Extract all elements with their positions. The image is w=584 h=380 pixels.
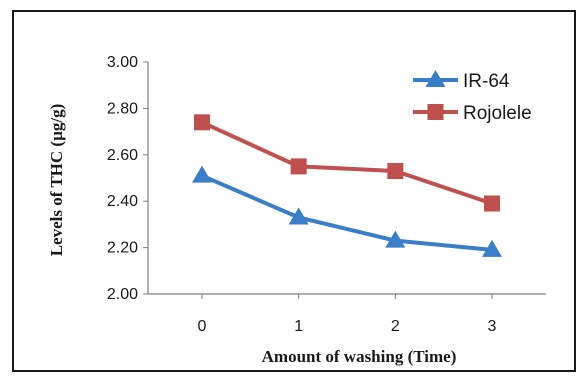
legend-marker-square (427, 104, 444, 120)
data-point-triangle (482, 239, 502, 257)
legend-marker-triangle (425, 70, 446, 87)
y-tick-label: 2.80 (107, 100, 138, 117)
data-point-triangle (192, 165, 212, 183)
y-tick-label: 2.60 (107, 147, 138, 164)
series-line (201, 120, 493, 206)
data-point-square (194, 114, 210, 131)
y-tick-label: 2.00 (107, 286, 138, 303)
chart-frame (12, 10, 576, 372)
data-point-square (387, 163, 404, 180)
x-tick-label: 1 (294, 318, 303, 335)
series-line (201, 173, 493, 252)
legend-label: Rojolele (463, 103, 532, 124)
tick-labels: 2.00 2.20 2.40 2.60 2.80 3.00 0 1 2 3 (107, 54, 497, 335)
data-point-triangle (385, 230, 406, 248)
series-ir-64 (192, 165, 502, 257)
x-tick-label: 0 (198, 318, 207, 335)
legend-label: IR-64 (463, 71, 510, 92)
data-point-square (290, 158, 307, 175)
y-tick-label: 2.20 (107, 240, 138, 257)
x-axis-title: Amount of washing (Time) (262, 347, 457, 366)
legend: IR-64 Rojolele (413, 70, 532, 124)
y-axis-title: Levels of THC (µg/g) (47, 104, 66, 257)
data-point-triangle (288, 207, 309, 225)
series-group (192, 114, 502, 257)
x-tick-label: 2 (391, 318, 400, 335)
x-tick-label: 3 (488, 318, 497, 335)
axes (143, 61, 546, 299)
y-tick-label: 2.40 (107, 193, 138, 210)
series-rojolele (194, 114, 500, 212)
y-tick-label: 3.00 (107, 54, 138, 71)
data-point-square (484, 195, 500, 212)
